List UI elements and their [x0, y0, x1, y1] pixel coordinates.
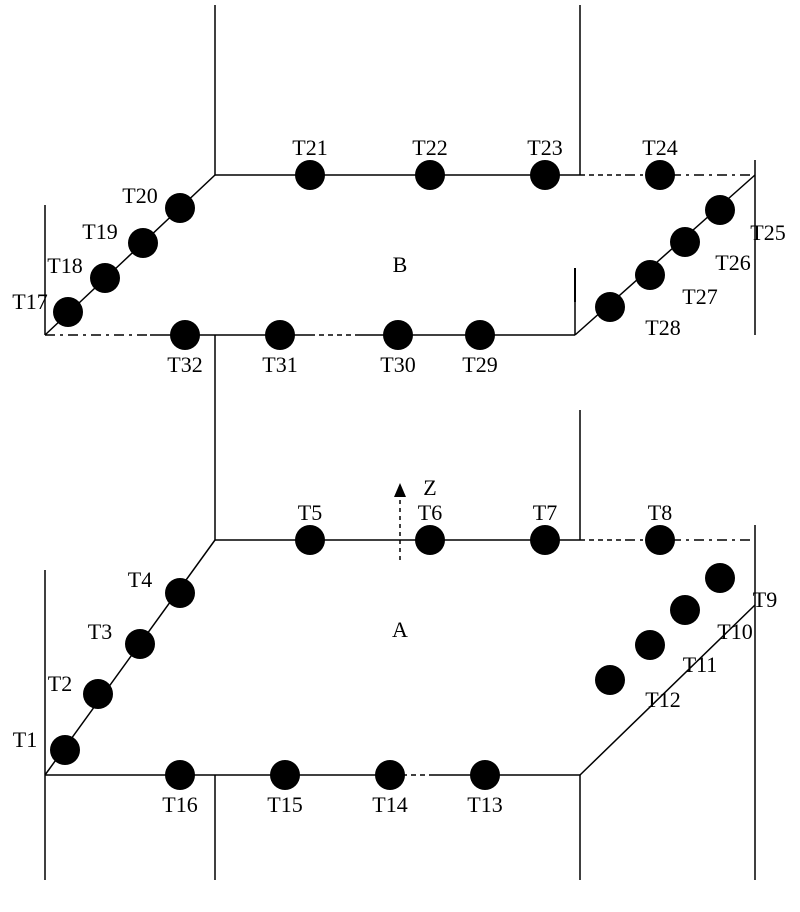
section-label-a: A [392, 617, 408, 643]
node-dot-t7 [530, 525, 560, 555]
node-label-t21: T21 [292, 135, 327, 161]
node-dot-t12 [595, 665, 625, 695]
node-dot-t23 [530, 160, 560, 190]
node-label-t6: T6 [418, 500, 442, 526]
node-label-t30: T30 [380, 352, 415, 378]
node-dot-t27 [635, 260, 665, 290]
node-label-t11: T11 [683, 652, 718, 678]
node-dot-t28 [595, 292, 625, 322]
node-label-t25: T25 [750, 220, 785, 246]
section-label-b: B [393, 252, 408, 278]
node-dot-t25 [705, 195, 735, 225]
node-label-t7: T7 [533, 500, 557, 526]
node-dot-t5 [295, 525, 325, 555]
node-dot-t21 [295, 160, 325, 190]
node-label-t29: T29 [462, 352, 497, 378]
node-label-t24: T24 [642, 135, 677, 161]
node-label-t15: T15 [267, 792, 302, 818]
node-dot-t16 [165, 760, 195, 790]
node-dot-t26 [670, 227, 700, 257]
node-dot-t1 [50, 735, 80, 765]
node-label-t4: T4 [128, 567, 152, 593]
node-label-t2: T2 [48, 671, 72, 697]
node-dot-t18 [90, 263, 120, 293]
node-dot-t19 [128, 228, 158, 258]
node-label-t17: T17 [12, 289, 47, 315]
node-dot-t13 [470, 760, 500, 790]
node-label-t20: T20 [122, 183, 157, 209]
node-dot-t31 [265, 320, 295, 350]
node-label-t9: T9 [753, 587, 777, 613]
node-label-t13: T13 [467, 792, 502, 818]
node-dot-t24 [645, 160, 675, 190]
node-dot-t8 [645, 525, 675, 555]
node-label-t5: T5 [298, 500, 322, 526]
node-dot-t9 [705, 563, 735, 593]
node-dot-t4 [165, 578, 195, 608]
node-label-t8: T8 [648, 500, 672, 526]
node-label-t10: T10 [717, 619, 752, 645]
node-label-t31: T31 [262, 352, 297, 378]
node-dot-t6 [415, 525, 445, 555]
node-dot-t22 [415, 160, 445, 190]
node-dot-t29 [465, 320, 495, 350]
node-dot-t20 [165, 193, 195, 223]
node-dot-t10 [670, 595, 700, 625]
node-dot-t17 [53, 297, 83, 327]
diagram-canvas: T21T22T23T24T25T26T27T28T29T30T31T32T17T… [0, 0, 800, 912]
node-label-t1: T1 [13, 727, 37, 753]
node-label-t18: T18 [47, 253, 82, 279]
node-label-t12: T12 [645, 687, 680, 713]
node-label-t27: T27 [682, 284, 717, 310]
node-dot-t15 [270, 760, 300, 790]
node-label-t28: T28 [645, 315, 680, 341]
node-label-t16: T16 [162, 792, 197, 818]
node-label-t22: T22 [412, 135, 447, 161]
node-label-t3: T3 [88, 619, 112, 645]
node-dot-t30 [383, 320, 413, 350]
node-label-t32: T32 [167, 352, 202, 378]
node-dot-t14 [375, 760, 405, 790]
node-dot-t2 [83, 679, 113, 709]
z-axis-arrowhead [394, 483, 406, 497]
node-dot-t32 [170, 320, 200, 350]
node-dot-t11 [635, 630, 665, 660]
node-label-t23: T23 [527, 135, 562, 161]
node-label-t14: T14 [372, 792, 407, 818]
node-label-t19: T19 [82, 219, 117, 245]
node-label-t26: T26 [715, 250, 750, 276]
node-dot-t3 [125, 629, 155, 659]
axis-label-z: Z [423, 475, 436, 501]
